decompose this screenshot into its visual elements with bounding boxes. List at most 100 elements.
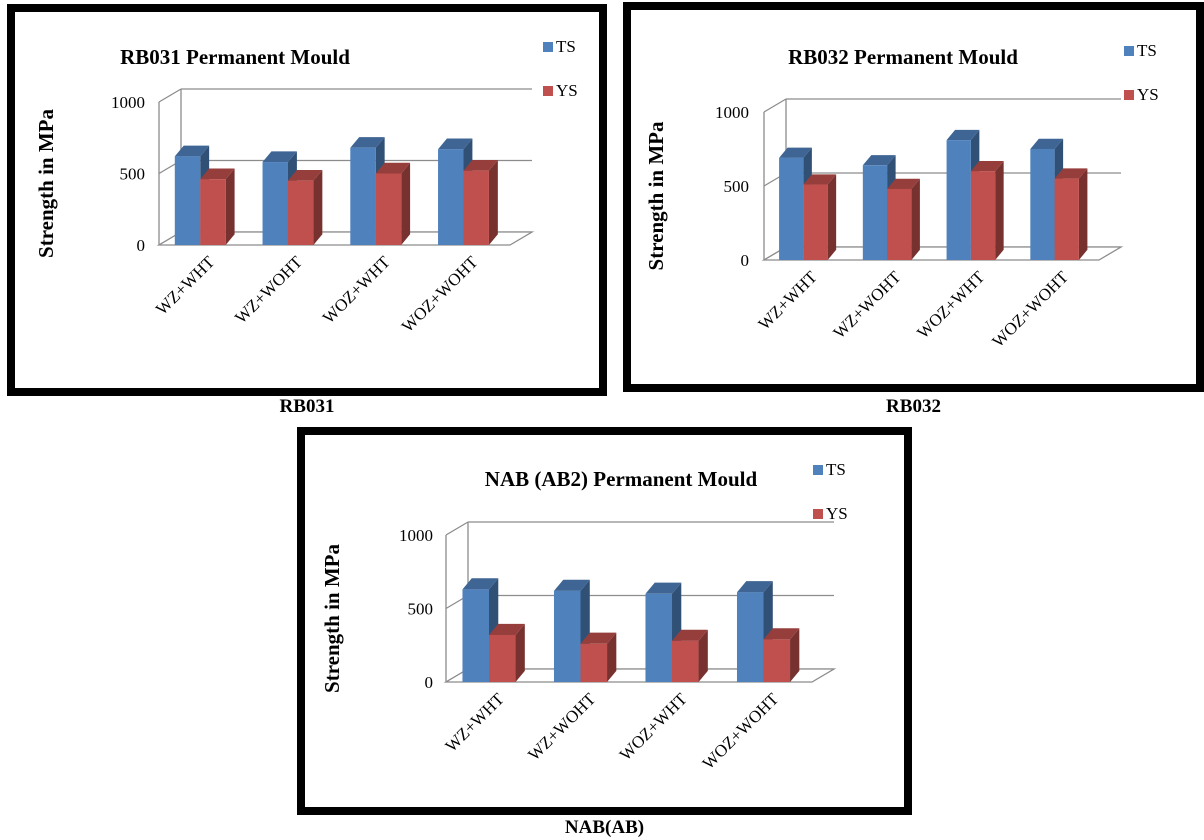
y-tick-label: 500 xyxy=(120,165,146,184)
bar-ts xyxy=(462,589,490,682)
chart-panel-rb031: 0 500 1000 WZ+WHT WZ+WOHT WOZ+WHT WOZ+WOHT RB03… xyxy=(7,4,607,396)
bar-top-ts xyxy=(946,129,980,141)
bar-top-ts xyxy=(462,578,499,590)
bar-top-ys xyxy=(672,629,708,641)
y-axis-label: Strength in MPa xyxy=(34,109,58,258)
bar-ys xyxy=(672,640,699,682)
bar-top-ys xyxy=(803,174,837,185)
bar-ts xyxy=(779,157,804,260)
bar-top-ts xyxy=(553,579,590,591)
x-tick-label: WOZ+WOHT xyxy=(398,252,482,336)
bar-top-ys xyxy=(375,162,411,174)
bar-ts xyxy=(553,590,581,682)
bar-side-ys xyxy=(827,174,837,260)
bar-ts xyxy=(174,156,201,245)
chart-title: NAB (AB2) Permanent Mould xyxy=(485,467,758,491)
x-tick-label: WZ+WHT xyxy=(152,252,219,319)
bar-top-ts xyxy=(438,138,473,150)
legend-swatch-ts xyxy=(543,42,553,52)
bar-side-ys xyxy=(790,628,800,682)
bar-ys xyxy=(887,188,912,260)
legend-swatch-ys xyxy=(1124,90,1134,100)
bar-ys xyxy=(489,634,516,682)
bar-side-ys xyxy=(225,168,235,245)
bar-side-ys xyxy=(401,162,411,245)
x-tick-label: WOZ+WHT xyxy=(913,267,988,342)
bar-ys xyxy=(200,179,226,245)
bar-top-ys xyxy=(763,628,800,640)
chart-caption-rb031: RB031 xyxy=(279,396,335,417)
gridline-side xyxy=(158,88,182,103)
bar-top-ys xyxy=(970,160,1004,172)
legend-label-ys: YS xyxy=(826,504,848,523)
bar-ys xyxy=(375,173,402,245)
bar-top-ts xyxy=(174,145,210,157)
x-tick-label: WOZ+WHT xyxy=(616,689,691,764)
legend-swatch-ts xyxy=(813,465,823,475)
x-tick-label: WOZ+WOHT xyxy=(988,267,1072,351)
bar-top-ys xyxy=(887,178,920,189)
bar-chart-rb032: 0 500 1000 WZ+WHT WZ+WOHT WOZ+WHT WOZ+WOHT RB03… xyxy=(644,41,1159,351)
legend-label-ts: TS xyxy=(1137,41,1157,60)
bar-top-ys xyxy=(463,159,498,171)
bar-top-ts xyxy=(1030,138,1064,149)
x-tick-label: WZ+WOHT xyxy=(524,689,599,764)
chart-title: RB031 Permanent Mould xyxy=(120,45,350,69)
bar-chart-nab: 0 500 1000 WZ+WHT WZ+WOHT WOZ+WHT WOZ+WOHT NAB … xyxy=(320,460,848,773)
y-tick-label: 1000 xyxy=(715,103,749,122)
bar-ts xyxy=(862,165,888,260)
chart-caption-nab: NAB(AB) xyxy=(564,817,645,838)
bar-top-ys xyxy=(1054,168,1088,179)
chart-panel-rb032: 0 500 1000 WZ+WHT WZ+WOHT WOZ+WHT WOZ+WOHT RB03… xyxy=(623,2,1204,392)
bar-ts xyxy=(262,162,288,245)
bar-side-ys xyxy=(995,160,1004,260)
y-tick-label: 0 xyxy=(137,236,146,255)
bar-top-ys xyxy=(200,168,235,180)
legend-label-ys: YS xyxy=(1137,85,1159,104)
bar-ys xyxy=(803,184,828,260)
bar-top-ts xyxy=(350,137,385,148)
y-tick-label: 500 xyxy=(724,177,750,196)
x-tick-label: WZ+WHT xyxy=(754,267,821,334)
bar-side-ys xyxy=(607,632,617,682)
bar-ts xyxy=(350,147,376,245)
bar-side-ys xyxy=(1078,168,1088,260)
x-tick-label: WZ+WHT xyxy=(441,689,508,756)
bar-ys xyxy=(580,643,608,682)
bar-side-ys xyxy=(313,169,323,245)
bar-top-ts xyxy=(779,147,812,158)
bar-top-ts xyxy=(262,151,297,163)
legend-label-ts: TS xyxy=(556,37,576,56)
bar-ts xyxy=(645,593,673,682)
chart-panel-nab: 0 500 1000 WZ+WHT WZ+WOHT WOZ+WHT WOZ+WOHT NAB … xyxy=(297,427,912,815)
bar-top-ts xyxy=(736,581,773,593)
y-axis-label: Strength in MPa xyxy=(320,544,344,693)
bar-ys xyxy=(1054,178,1079,260)
bar-ys xyxy=(287,180,314,245)
legend-label-ts: TS xyxy=(826,460,846,479)
y-axis-label: Strength in MPa xyxy=(644,121,668,270)
bar-top-ts xyxy=(645,582,682,594)
legend-swatch-ys xyxy=(813,509,823,519)
y-tick-label: 0 xyxy=(425,673,434,692)
gridline-side xyxy=(763,98,787,113)
bar-top-ts xyxy=(862,155,896,166)
chart-title: RB032 Permanent Mould xyxy=(788,45,1018,69)
x-tick-label: WOZ+WOHT xyxy=(699,689,783,773)
legend-swatch-ys xyxy=(543,86,553,96)
bar-side-ys xyxy=(515,623,525,682)
legend-swatch-ts xyxy=(1124,46,1134,56)
bar-ts xyxy=(946,140,971,260)
bar-top-ys xyxy=(580,632,617,644)
y-tick-label: 500 xyxy=(408,600,434,619)
bar-top-ys xyxy=(287,169,323,181)
bar-ys xyxy=(970,171,996,260)
x-tick-label: WOZ+WHT xyxy=(319,252,394,327)
gridline-side xyxy=(445,521,469,536)
bar-side-ys xyxy=(488,159,498,245)
bar-chart-rb031: 0 500 1000 WZ+WHT WZ+WOHT WOZ+WHT WOZ+WOHT RB03… xyxy=(34,37,578,336)
bar-side-ys xyxy=(698,629,708,682)
x-tick-label: WZ+WOHT xyxy=(231,252,306,327)
x-tick-label: WZ+WOHT xyxy=(830,267,905,342)
bar-ts xyxy=(438,149,464,245)
